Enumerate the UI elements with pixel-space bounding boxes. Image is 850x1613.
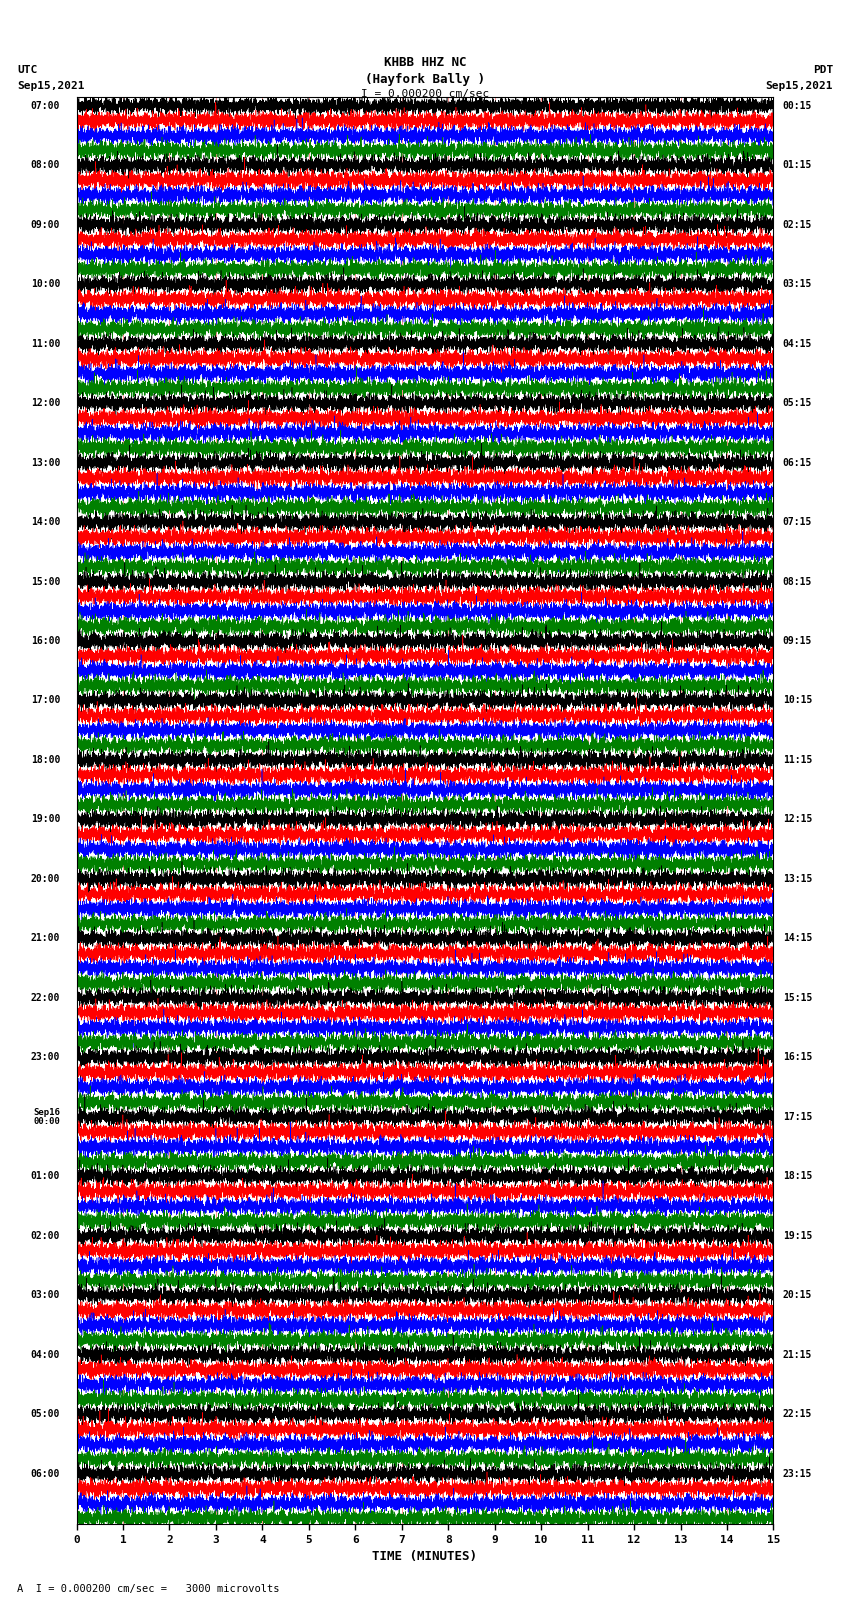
Text: 23:15: 23:15 bbox=[783, 1469, 812, 1479]
Text: Sep16: Sep16 bbox=[33, 1108, 60, 1118]
Text: A  I = 0.000200 cm/sec =   3000 microvolts: A I = 0.000200 cm/sec = 3000 microvolts bbox=[17, 1584, 280, 1594]
Text: 21:00: 21:00 bbox=[31, 934, 60, 944]
Text: 08:00: 08:00 bbox=[31, 160, 60, 171]
Text: 05:00: 05:00 bbox=[31, 1410, 60, 1419]
Text: Sep15,2021: Sep15,2021 bbox=[766, 81, 833, 90]
Text: 06:15: 06:15 bbox=[783, 458, 812, 468]
Text: 07:00: 07:00 bbox=[31, 100, 60, 111]
Text: 13:00: 13:00 bbox=[31, 458, 60, 468]
Text: 22:00: 22:00 bbox=[31, 994, 60, 1003]
Text: 09:15: 09:15 bbox=[783, 636, 812, 647]
Text: 09:00: 09:00 bbox=[31, 219, 60, 229]
Text: 04:00: 04:00 bbox=[31, 1350, 60, 1360]
Text: 15:00: 15:00 bbox=[31, 576, 60, 587]
Text: KHBB HHZ NC: KHBB HHZ NC bbox=[383, 56, 467, 69]
Text: 23:00: 23:00 bbox=[31, 1052, 60, 1063]
Text: 03:15: 03:15 bbox=[783, 279, 812, 289]
Text: I = 0.000200 cm/sec: I = 0.000200 cm/sec bbox=[361, 89, 489, 98]
Text: 16:15: 16:15 bbox=[783, 1052, 812, 1063]
Text: 07:15: 07:15 bbox=[783, 518, 812, 527]
Text: 12:15: 12:15 bbox=[783, 815, 812, 824]
Text: 17:15: 17:15 bbox=[783, 1111, 812, 1123]
Text: 02:00: 02:00 bbox=[31, 1231, 60, 1240]
Text: 02:15: 02:15 bbox=[783, 219, 812, 229]
Text: 12:00: 12:00 bbox=[31, 398, 60, 408]
X-axis label: TIME (MINUTES): TIME (MINUTES) bbox=[372, 1550, 478, 1563]
Text: 03:00: 03:00 bbox=[31, 1290, 60, 1300]
Text: 15:15: 15:15 bbox=[783, 994, 812, 1003]
Text: 19:00: 19:00 bbox=[31, 815, 60, 824]
Text: 01:15: 01:15 bbox=[783, 160, 812, 171]
Text: 11:00: 11:00 bbox=[31, 339, 60, 348]
Text: 14:15: 14:15 bbox=[783, 934, 812, 944]
Text: 18:15: 18:15 bbox=[783, 1171, 812, 1181]
Text: 05:15: 05:15 bbox=[783, 398, 812, 408]
Text: 16:00: 16:00 bbox=[31, 636, 60, 647]
Text: PDT: PDT bbox=[813, 65, 833, 74]
Text: 00:00: 00:00 bbox=[33, 1116, 60, 1126]
Text: 13:15: 13:15 bbox=[783, 874, 812, 884]
Text: 14:00: 14:00 bbox=[31, 518, 60, 527]
Text: 11:15: 11:15 bbox=[783, 755, 812, 765]
Text: 10:00: 10:00 bbox=[31, 279, 60, 289]
Text: 18:00: 18:00 bbox=[31, 755, 60, 765]
Text: 04:15: 04:15 bbox=[783, 339, 812, 348]
Text: (Hayfork Bally ): (Hayfork Bally ) bbox=[365, 73, 485, 85]
Text: 20:15: 20:15 bbox=[783, 1290, 812, 1300]
Text: 08:15: 08:15 bbox=[783, 576, 812, 587]
Text: 22:15: 22:15 bbox=[783, 1410, 812, 1419]
Text: 10:15: 10:15 bbox=[783, 695, 812, 705]
Text: 21:15: 21:15 bbox=[783, 1350, 812, 1360]
Text: 06:00: 06:00 bbox=[31, 1469, 60, 1479]
Text: UTC: UTC bbox=[17, 65, 37, 74]
Text: 17:00: 17:00 bbox=[31, 695, 60, 705]
Text: 20:00: 20:00 bbox=[31, 874, 60, 884]
Text: Sep15,2021: Sep15,2021 bbox=[17, 81, 84, 90]
Text: 19:15: 19:15 bbox=[783, 1231, 812, 1240]
Text: 00:15: 00:15 bbox=[783, 100, 812, 111]
Text: 01:00: 01:00 bbox=[31, 1171, 60, 1181]
